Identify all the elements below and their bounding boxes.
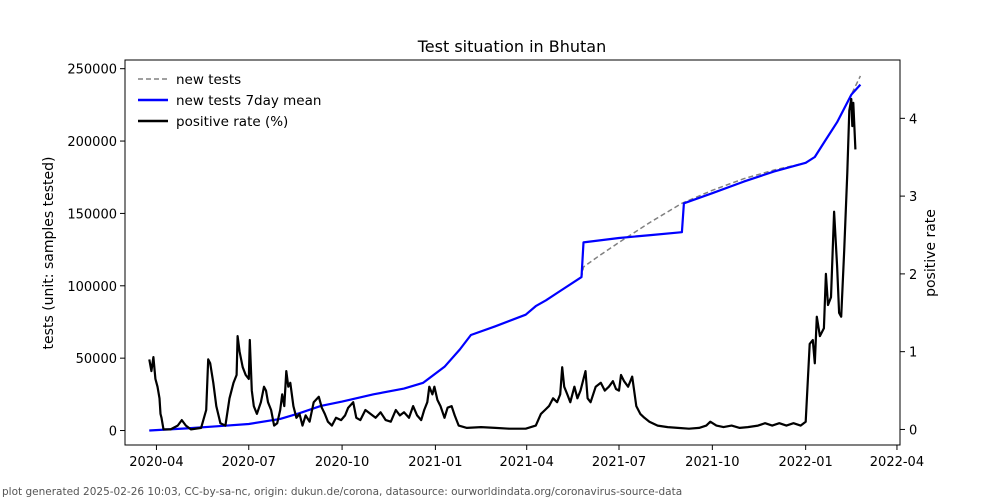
x-tick-label-4: 2021-04 [500, 455, 554, 470]
y-left-tick-label-0: 0 [109, 425, 117, 440]
y-left-tick-label-2: 100000 [67, 280, 117, 295]
y-right-tick-label-2: 2 [909, 268, 917, 283]
footer-note: plot generated 2025-02-26 10:03, CC-by-s… [2, 486, 683, 498]
x-tick-label-8: 2022-04 [870, 455, 924, 470]
series-positive-rate [148, 97, 857, 431]
plot-frame [124, 59, 901, 446]
y-axis-right-title: positive rate [923, 209, 939, 297]
y-axis-left-title: tests (unit: samples tested) [41, 157, 57, 350]
x-tick-label-2: 2020-10 [315, 455, 369, 470]
legend-label-7day-mean: new tests 7day mean [176, 93, 321, 109]
x-tick-label-7: 2022-01 [778, 455, 832, 470]
y-right-tick-label-0: 0 [909, 423, 917, 438]
y-left-tick-label-1: 50000 [76, 352, 117, 367]
x-tick-label-3: 2021-01 [408, 455, 462, 470]
y-right-tick-label-1: 1 [909, 346, 917, 361]
series-layer [148, 75, 862, 432]
legend-label-positive-rate: positive rate (%) [176, 114, 288, 130]
x-tick-label-1: 2020-07 [222, 455, 276, 470]
y-right-tick-label-3: 3 [909, 190, 917, 205]
y-left-tick-label-3: 150000 [67, 207, 117, 222]
legend-label-new-tests: new tests [176, 72, 241, 88]
y-right-tick-label-4: 4 [909, 112, 917, 127]
x-tick-label-0: 2020-04 [129, 455, 183, 470]
y-left-tick-label-5: 250000 [67, 63, 117, 78]
axes-layer: 2020-04 2020-07 2020-10 2021-01 2021-04 2021-… [67, 63, 924, 470]
chart-title: Test situation in Bhutan [417, 37, 606, 56]
x-tick-label-5: 2021-07 [592, 455, 646, 470]
x-tick-label-6: 2021-10 [685, 455, 739, 470]
series-new-tests-7day-mean [149, 83, 862, 432]
legend: new tests new tests 7day mean positive r… [138, 72, 321, 130]
y-left-tick-label-4: 200000 [67, 135, 117, 150]
